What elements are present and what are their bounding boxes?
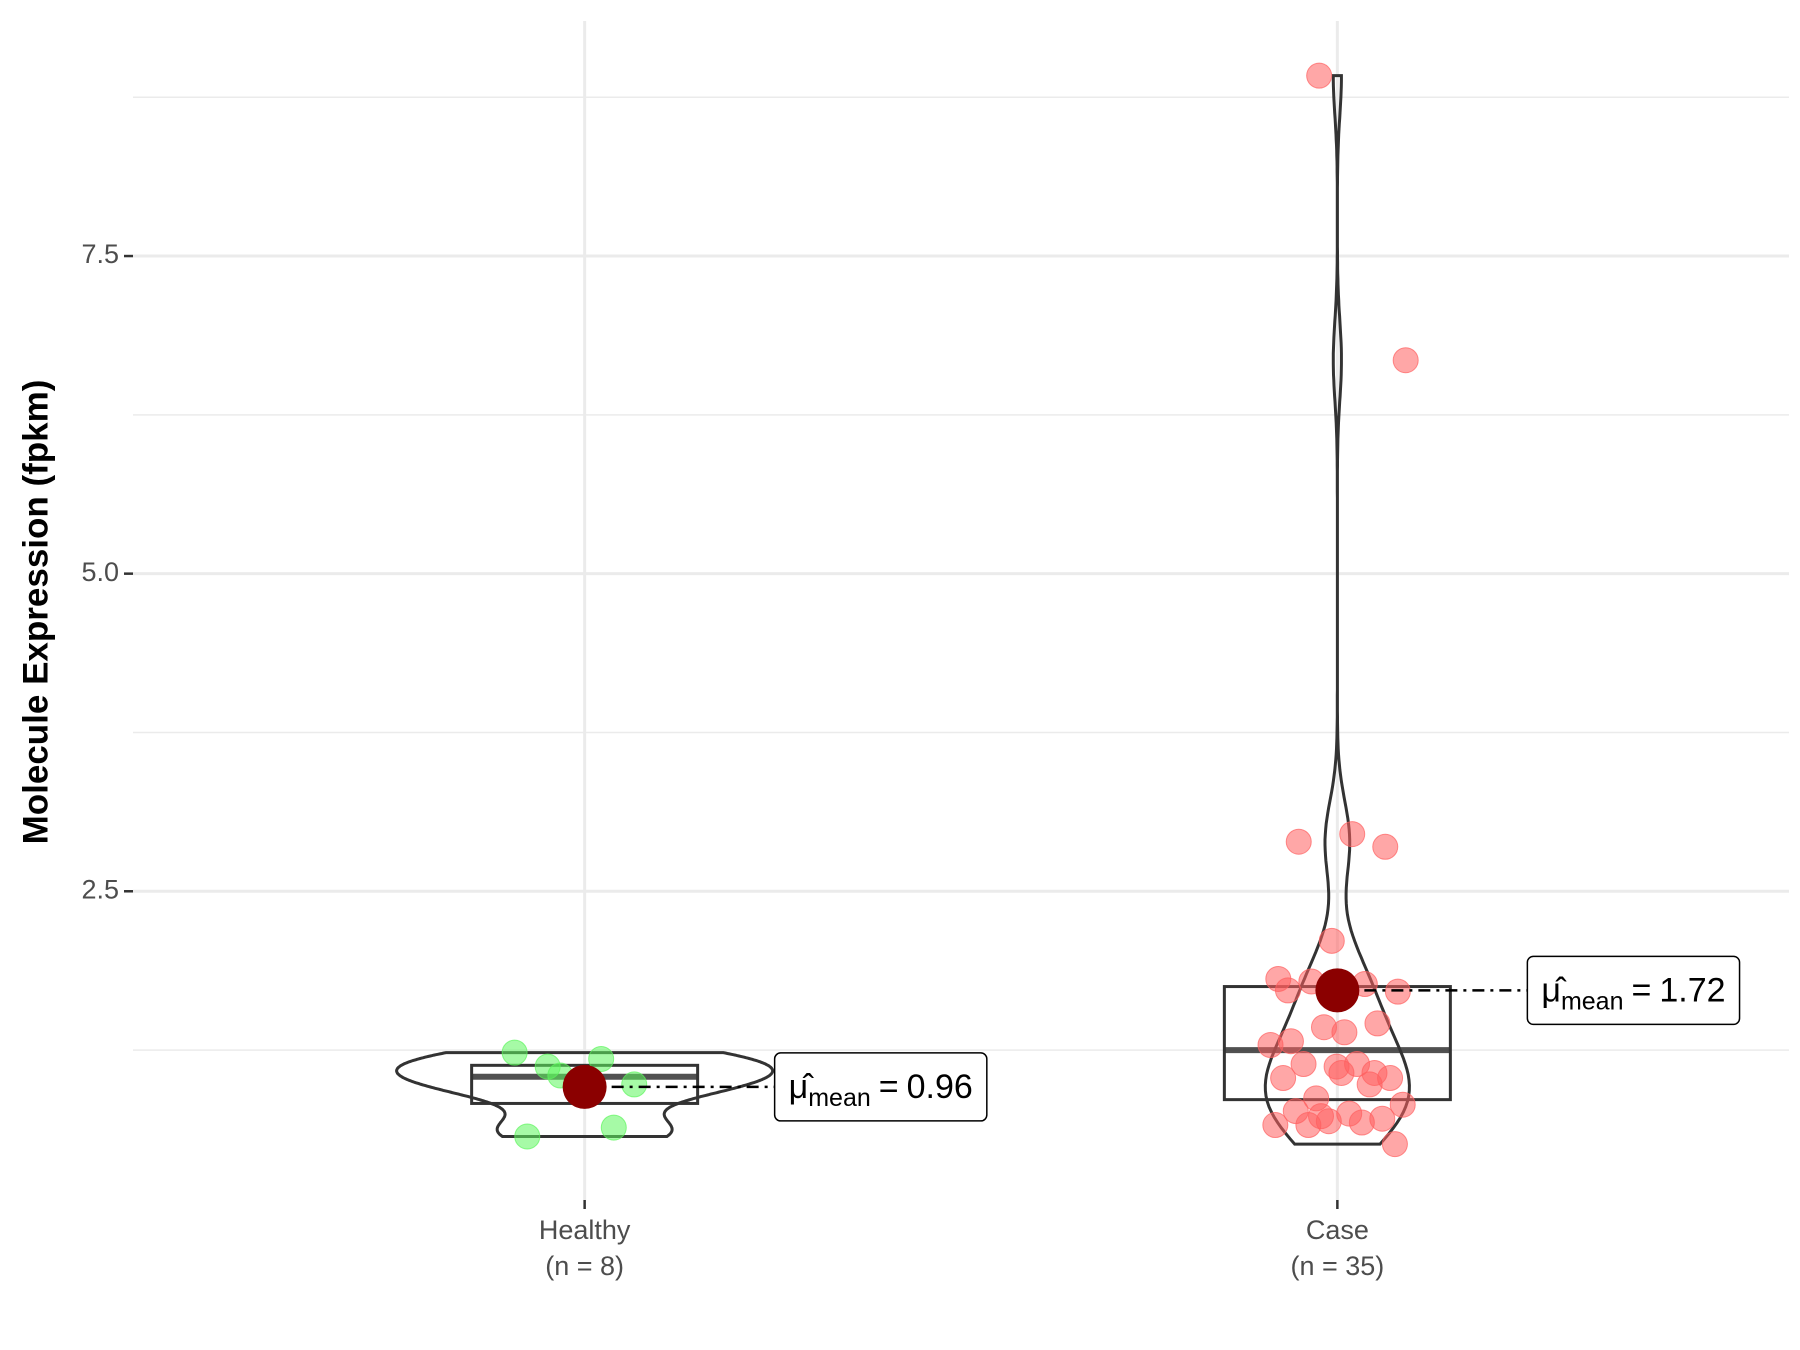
mean-label-text: μ̂mean = 0.96 [789, 1068, 973, 1112]
data-point [514, 1123, 541, 1150]
violin [1263, 74, 1411, 1146]
x-tick-label: Case [1306, 1215, 1369, 1245]
x-tick-sublabel: (n = 35) [1290, 1251, 1384, 1281]
y-tick-label: 5.0 [81, 557, 119, 587]
data-point [588, 1045, 615, 1072]
y-tick-label: 7.5 [81, 239, 119, 269]
mean-value: 1.72 [1659, 971, 1725, 1009]
x-tick-label: Healthy [539, 1215, 631, 1245]
data-point [1389, 1091, 1416, 1118]
data-point [621, 1071, 648, 1098]
mean-label: μ̂mean = 0.96 [773, 1052, 988, 1122]
data-point [1262, 1112, 1289, 1139]
data-point [1285, 828, 1312, 855]
data-point [1392, 347, 1419, 374]
data-point [1339, 821, 1366, 848]
mean-point [562, 1064, 607, 1109]
mean-equals: = [879, 1068, 899, 1106]
data-point [1257, 1032, 1284, 1059]
data-point [600, 1114, 627, 1141]
mean-subscript: mean [808, 1084, 871, 1112]
data-point [1318, 927, 1345, 954]
data-point [1381, 1131, 1408, 1158]
data-point [1361, 1059, 1388, 1086]
data-point [1310, 1014, 1337, 1041]
data-point [1372, 833, 1399, 860]
y-tick-label: 2.5 [81, 874, 119, 904]
y-axis-title: Molecule Expression (fpkm) [16, 380, 55, 845]
mean-label-box [773, 1052, 988, 1122]
data-point [1274, 977, 1301, 1004]
data-point [1306, 62, 1333, 89]
data-point [1328, 1059, 1355, 1086]
data-point [1348, 1109, 1375, 1136]
x-tick-sublabel: (n = 8) [545, 1251, 624, 1281]
mean-value: 0.96 [907, 1068, 973, 1106]
mean-equals: = [1632, 971, 1652, 1009]
data-point [1384, 978, 1411, 1005]
mean-label-box [1526, 955, 1741, 1026]
data-point [1308, 1103, 1335, 1130]
data-point [1270, 1065, 1297, 1092]
data-point [1364, 1010, 1391, 1037]
mean-point [1315, 968, 1360, 1013]
mean-label: μ̂mean = 1.72 [1526, 955, 1741, 1026]
data-point [501, 1039, 528, 1066]
data-point [1290, 1051, 1317, 1078]
mean-subscript: mean [1561, 987, 1624, 1015]
violin [395, 1051, 775, 1138]
